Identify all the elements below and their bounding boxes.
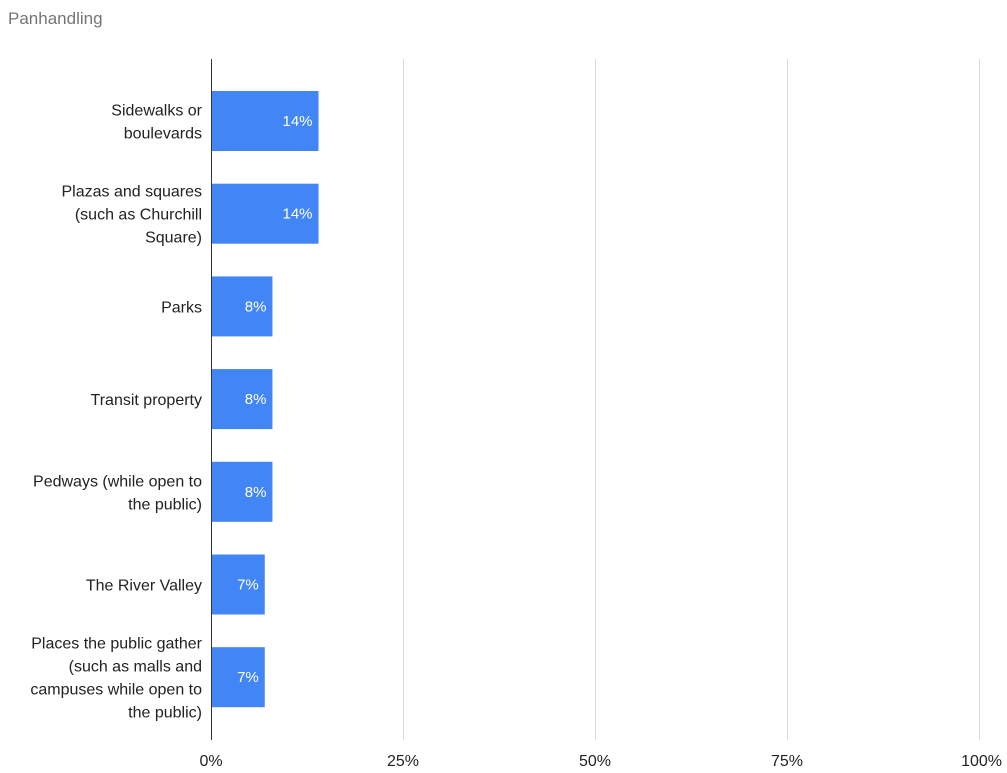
category-label: Sidewalks or boulevards xyxy=(111,103,202,143)
bars: 14% 14% 8% 8% 8% 7% 7% xyxy=(211,91,319,708)
bar xyxy=(211,554,265,615)
category-label: The River Valley xyxy=(86,578,202,595)
x-axis-tick-labels: 0% 25% 50% 75% 100% xyxy=(199,753,1002,770)
category-label: Parks xyxy=(161,299,202,316)
bar xyxy=(211,647,265,708)
x-tick-label: 75% xyxy=(771,753,803,770)
category-label: Plazas and squares (such as Churchill Squa… xyxy=(61,184,202,247)
bar xyxy=(211,369,273,430)
category-label: Pedways (while open to the public) xyxy=(33,473,202,513)
bar xyxy=(211,276,273,337)
category-label: Places the public gather (such as malls a… xyxy=(30,636,202,722)
category-labels: Sidewalks or boulevards Plazas and squares… xyxy=(30,103,202,722)
x-tick-label: 25% xyxy=(387,753,419,770)
data-label: 8% xyxy=(245,391,267,408)
data-label: 14% xyxy=(282,206,312,223)
bar xyxy=(211,91,319,151)
category-label: Transit property xyxy=(91,392,202,409)
x-tick-label: 0% xyxy=(199,753,222,770)
gridlines xyxy=(403,59,980,740)
data-label: 7% xyxy=(237,669,259,686)
x-tick-label: 100% xyxy=(961,753,1002,770)
data-label: 7% xyxy=(237,577,259,594)
chart-title: Panhandling xyxy=(8,9,103,28)
data-label: 14% xyxy=(282,113,312,130)
data-label: 8% xyxy=(245,298,267,315)
bar xyxy=(211,183,319,244)
x-tick-label: 50% xyxy=(579,753,611,770)
bar xyxy=(211,461,273,522)
data-label: 8% xyxy=(245,484,267,501)
